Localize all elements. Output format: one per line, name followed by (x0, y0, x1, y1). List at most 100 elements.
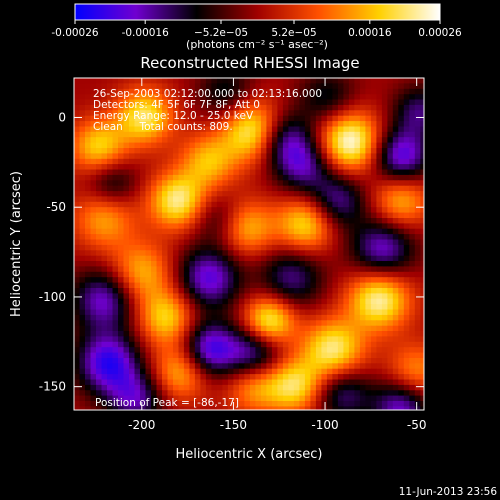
heatmap-cell (74, 218, 81, 224)
heatmap-cell (260, 137, 267, 144)
heatmap-cell (162, 94, 169, 101)
heatmap-cell (381, 331, 388, 337)
heatmap-cell (332, 196, 339, 203)
heatmap-cell (167, 250, 174, 257)
heatmap-cell (337, 218, 344, 224)
heatmap-cell (398, 271, 405, 278)
heatmap-cell (249, 212, 256, 219)
heatmap-cell (134, 368, 141, 375)
heatmap-cell (118, 164, 125, 171)
heatmap-cell (348, 110, 355, 117)
heatmap-cell (178, 115, 185, 122)
heatmap-cell (107, 121, 114, 128)
heatmap-cell (348, 304, 355, 311)
heatmap-cell (426, 250, 432, 256)
heatmap-cell (398, 384, 405, 391)
heatmap-cell (343, 363, 350, 370)
heatmap-cell (85, 314, 92, 321)
heatmap-cell (233, 191, 240, 198)
heatmap-cell (321, 137, 328, 144)
heatmap-cell (162, 341, 169, 348)
heatmap-cell (332, 384, 339, 391)
heatmap-cell (348, 223, 355, 230)
heatmap-cell (238, 401, 245, 407)
heatmap-cell (173, 169, 180, 176)
heatmap-cell (222, 261, 229, 267)
heatmap-cell (107, 250, 114, 257)
heatmap-cell (205, 304, 212, 311)
heatmap-cell (426, 240, 432, 246)
heatmap-cell (173, 223, 180, 230)
heatmap-cell (255, 153, 262, 160)
heatmap-cell (183, 148, 190, 154)
heatmap-cell (156, 358, 163, 364)
heatmap-cell (277, 347, 284, 354)
heatmap-cell (79, 115, 86, 122)
heatmap-cell (348, 331, 355, 337)
heatmap-cell (112, 228, 119, 235)
heatmap-cell (200, 164, 207, 171)
heatmap-cell (178, 347, 185, 354)
heatmap-cell (332, 282, 339, 289)
heatmap-cell (238, 110, 245, 117)
heatmap-cell (326, 309, 333, 316)
heatmap-cell (227, 336, 234, 343)
heatmap-cell (255, 126, 262, 133)
heatmap-cell (403, 293, 410, 300)
heatmap-cell (162, 288, 169, 294)
heatmap-cell (205, 158, 212, 165)
heatmap-cell (162, 153, 169, 160)
heatmap-cell (409, 314, 416, 321)
heatmap-cell (162, 293, 169, 300)
heatmap-cell (392, 115, 399, 122)
heatmap-cell (238, 191, 245, 198)
heatmap-cell (387, 121, 394, 128)
heatmap-cell (249, 115, 256, 122)
heatmap-cell (91, 412, 97, 418)
heatmap-cell (222, 88, 229, 95)
heatmap-cell (107, 110, 114, 117)
heatmap-cell (178, 148, 185, 154)
heatmap-cell (112, 99, 119, 106)
heatmap-cell (129, 390, 136, 397)
heatmap-cell (156, 110, 163, 117)
heatmap-cell (310, 401, 317, 407)
heatmap-cell (343, 352, 350, 359)
heatmap-cell (79, 131, 86, 138)
heatmap-cell (74, 384, 81, 391)
heatmap-cell (216, 174, 223, 181)
heatmap-cell (216, 94, 223, 101)
heatmap-cell (74, 158, 81, 165)
heatmap-cell (354, 169, 361, 176)
heatmap-cell (162, 325, 169, 332)
heatmap-cell (277, 196, 284, 203)
heatmap-cell (299, 228, 306, 235)
heatmap-cell (354, 314, 361, 321)
heatmap-cell (359, 401, 366, 407)
heatmap-cell (222, 78, 229, 84)
heatmap-cell (123, 293, 130, 300)
heatmap-cell (266, 309, 273, 316)
heatmap-cell (255, 174, 262, 181)
heatmap-cell (354, 347, 361, 354)
heatmap-cell (299, 191, 306, 198)
heatmap-cell (145, 406, 152, 410)
heatmap-cell (414, 83, 421, 90)
heatmap-cell (354, 255, 361, 262)
heatmap-cell (238, 261, 245, 267)
heatmap-cell (227, 271, 234, 278)
heatmap-cell (140, 191, 147, 198)
heatmap-cell (233, 131, 240, 138)
heatmap-cell (332, 137, 339, 144)
heatmap-cell (299, 174, 306, 181)
heatmap-cell (310, 104, 317, 111)
heatmap-cell (249, 121, 256, 128)
heatmap-cell (140, 169, 147, 176)
heatmap-cell (387, 223, 394, 230)
heatmap-cell (299, 255, 306, 262)
heatmap-cell (271, 347, 278, 354)
heatmap-cell (387, 412, 393, 418)
heatmap-cell (271, 288, 278, 294)
heatmap-cell (310, 266, 317, 273)
heatmap-cell (343, 282, 350, 289)
